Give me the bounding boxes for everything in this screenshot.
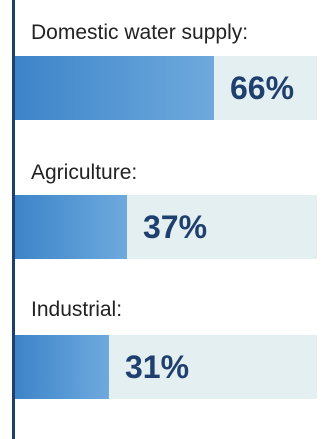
bar-track-industrial: 31% [15,335,317,399]
bar-industrial [15,335,109,399]
value-label-industrial: 31% [125,349,190,385]
bar-domestic [15,56,214,120]
value-label-domestic: 66% [230,70,295,106]
bar-track-agriculture: 37% [15,195,317,259]
bar-agriculture [15,195,127,259]
category-label-industrial: Industrial: [31,298,123,321]
bar-track-domestic: 66% [15,56,317,120]
value-label-agriculture: 37% [143,209,208,245]
chart-axis-line [12,0,15,439]
category-label-domestic: Domestic water supply: [31,21,249,44]
category-label-agriculture: Agriculture: [31,161,138,184]
